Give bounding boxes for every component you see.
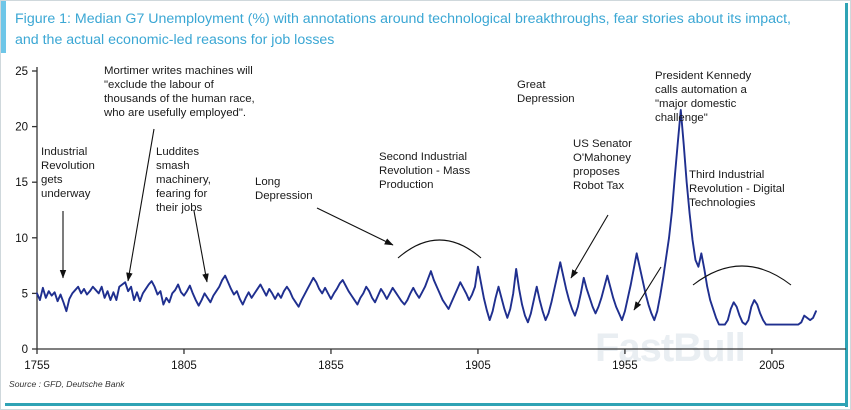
svg-text:1905: 1905 (465, 360, 491, 372)
source-note: Source : GFD, Deutsche Bank (9, 379, 125, 389)
chart-plot-area: 0 5 10 15 20 25 1755 1805 1855 1905 1955 2005 (1, 53, 851, 379)
title-accent-bar (1, 1, 6, 53)
watermark: FastBull (595, 326, 746, 370)
annotation-kennedy: President Kennedy calls automation a "ma… (655, 70, 752, 124)
annotation-long-depression: Long Depression (255, 176, 313, 202)
annotation-industrial-revolution: Industrial Revolution gets underway (41, 146, 95, 200)
annotation-omahoney: US Senator O'Mahoney proposes Robot Tax (573, 138, 632, 192)
figure-title: Figure 1: Median G7 Unemployment (%) wit… (15, 11, 791, 48)
svg-text:20: 20 (15, 122, 28, 134)
annotation-luddites: Luddites smash machinery, fearing for th… (156, 146, 211, 214)
svg-text:1805: 1805 (171, 360, 197, 372)
svg-text:15: 15 (15, 177, 28, 189)
svg-text:1755: 1755 (24, 360, 50, 372)
svg-text:0: 0 (22, 344, 28, 356)
svg-text:5: 5 (22, 288, 28, 300)
right-border-rule (845, 3, 848, 407)
svg-text:1855: 1855 (318, 360, 344, 372)
annotation-second-industrial: Second Industrial Revolution - Mass Prod… (379, 151, 471, 191)
chart-svg: 0 5 10 15 20 25 1755 1805 1855 1905 1955 2005 (15, 66, 846, 372)
bottom-border-rule (5, 403, 848, 406)
annotation-great-depression: Great Depression (517, 79, 575, 105)
svg-text:2005: 2005 (759, 360, 785, 372)
annotation-mortimer: Mortimer writes machines will "exclude t… (104, 65, 255, 119)
annotation-third-industrial: Third Industrial Revolution - Digital Te… (689, 169, 785, 209)
svg-text:25: 25 (15, 66, 28, 78)
svg-text:1955: 1955 (612, 360, 638, 372)
svg-text:10: 10 (15, 233, 28, 245)
